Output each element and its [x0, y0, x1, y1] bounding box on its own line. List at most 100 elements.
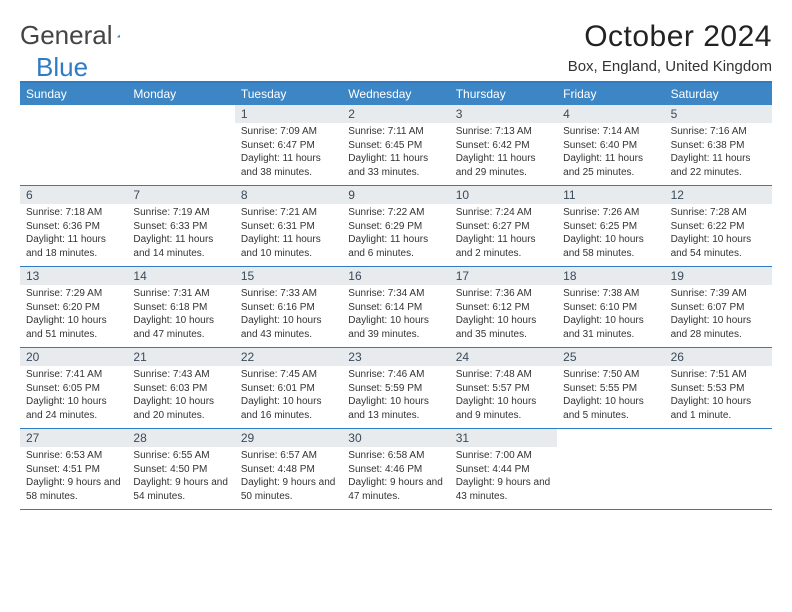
sunset-text: Sunset: 6:01 PM	[241, 382, 336, 396]
daylight-text: Daylight: 10 hours and 5 minutes.	[563, 395, 658, 422]
sunrise-text: Sunrise: 7:00 AM	[456, 449, 551, 463]
daylight-text: Daylight: 11 hours and 18 minutes.	[26, 233, 121, 260]
daylight-text: Daylight: 11 hours and 10 minutes.	[241, 233, 336, 260]
day-number: 29	[235, 429, 342, 447]
day-info: Sunrise: 7:41 AMSunset: 6:05 PMDaylight:…	[20, 368, 127, 422]
day-number: 14	[127, 267, 234, 285]
sunrise-text: Sunrise: 6:55 AM	[133, 449, 228, 463]
sunrise-text: Sunrise: 6:58 AM	[348, 449, 443, 463]
sunrise-text: Sunrise: 7:24 AM	[456, 206, 551, 220]
day-info: Sunrise: 7:00 AMSunset: 4:44 PMDaylight:…	[450, 449, 557, 503]
week-row: 13Sunrise: 7:29 AMSunset: 6:20 PMDayligh…	[20, 267, 772, 348]
day-info: Sunrise: 7:38 AMSunset: 6:10 PMDaylight:…	[557, 287, 664, 341]
logo-triangle-icon	[117, 27, 120, 45]
day-number: 22	[235, 348, 342, 366]
day-info: Sunrise: 7:13 AMSunset: 6:42 PMDaylight:…	[450, 125, 557, 179]
day-cell: 22Sunrise: 7:45 AMSunset: 6:01 PMDayligh…	[235, 348, 342, 428]
day-info: Sunrise: 7:48 AMSunset: 5:57 PMDaylight:…	[450, 368, 557, 422]
sunrise-text: Sunrise: 7:16 AM	[671, 125, 766, 139]
day-cell: 16Sunrise: 7:34 AMSunset: 6:14 PMDayligh…	[342, 267, 449, 347]
sunrise-text: Sunrise: 7:41 AM	[26, 368, 121, 382]
day-number: 15	[235, 267, 342, 285]
sunset-text: Sunset: 6:47 PM	[241, 139, 336, 153]
week-row: 6Sunrise: 7:18 AMSunset: 6:36 PMDaylight…	[20, 186, 772, 267]
sunrise-text: Sunrise: 7:11 AM	[348, 125, 443, 139]
day-info: Sunrise: 7:22 AMSunset: 6:29 PMDaylight:…	[342, 206, 449, 260]
month-title: October 2024	[568, 20, 772, 54]
sunrise-text: Sunrise: 7:18 AM	[26, 206, 121, 220]
daylight-text: Daylight: 10 hours and 1 minute.	[671, 395, 766, 422]
day-cell	[20, 105, 127, 185]
day-cell: 7 Sunrise: 7:19 AMSunset: 6:33 PMDaylight…	[127, 186, 234, 266]
daylight-text: Daylight: 10 hours and 9 minutes.	[456, 395, 551, 422]
daylight-text: Daylight: 10 hours and 54 minutes.	[671, 233, 766, 260]
day-cell: 18Sunrise: 7:38 AMSunset: 6:10 PMDayligh…	[557, 267, 664, 347]
calendar: Sunday Monday Tuesday Wednesday Thursday…	[20, 81, 772, 510]
daylight-text: Daylight: 11 hours and 33 minutes.	[348, 152, 443, 179]
day-info: Sunrise: 7:50 AMSunset: 5:55 PMDaylight:…	[557, 368, 664, 422]
sunrise-text: Sunrise: 7:46 AM	[348, 368, 443, 382]
daylight-text: Daylight: 10 hours and 28 minutes.	[671, 314, 766, 341]
day-cell	[665, 429, 772, 509]
day-info: Sunrise: 7:33 AMSunset: 6:16 PMDaylight:…	[235, 287, 342, 341]
week-row: 1Sunrise: 7:09 AMSunset: 6:47 PMDaylight…	[20, 105, 772, 186]
sunset-text: Sunset: 6:31 PM	[241, 220, 336, 234]
sunrise-text: Sunrise: 7:29 AM	[26, 287, 121, 301]
sunset-text: Sunset: 6:40 PM	[563, 139, 658, 153]
day-number: 21	[127, 348, 234, 366]
day-number: 11	[557, 186, 664, 204]
sunrise-text: Sunrise: 7:22 AM	[348, 206, 443, 220]
day-cell: 2Sunrise: 7:11 AMSunset: 6:45 PMDaylight…	[342, 105, 449, 185]
daylight-text: Daylight: 11 hours and 22 minutes.	[671, 152, 766, 179]
daylight-text: Daylight: 9 hours and 50 minutes.	[241, 476, 336, 503]
day-cell: 26 Sunrise: 7:51 AMSunset: 5:53 PMDayligh…	[665, 348, 772, 428]
day-number: 7	[127, 186, 234, 204]
sunset-text: Sunset: 6:07 PM	[671, 301, 766, 315]
sunrise-text: Sunrise: 7:13 AM	[456, 125, 551, 139]
sunrise-text: Sunrise: 7:45 AM	[241, 368, 336, 382]
day-info: Sunrise: 7:19 AMSunset: 6:33 PMDaylight:…	[127, 206, 234, 260]
day-info: Sunrise: 7:16 AMSunset: 6:38 PMDaylight:…	[665, 125, 772, 179]
day-info: Sunrise: 7:43 AMSunset: 6:03 PMDaylight:…	[127, 368, 234, 422]
sunrise-text: Sunrise: 7:31 AM	[133, 287, 228, 301]
day-cell: 23Sunrise: 7:46 AMSunset: 5:59 PMDayligh…	[342, 348, 449, 428]
day-cell: 29 Sunrise: 6:57 AMSunset: 4:48 PMDayligh…	[235, 429, 342, 509]
daylight-text: Daylight: 11 hours and 6 minutes.	[348, 233, 443, 260]
day-number: 2	[342, 105, 449, 123]
sunset-text: Sunset: 6:42 PM	[456, 139, 551, 153]
sunrise-text: Sunrise: 7:36 AM	[456, 287, 551, 301]
sunset-text: Sunset: 6:05 PM	[26, 382, 121, 396]
sunrise-text: Sunrise: 6:57 AM	[241, 449, 336, 463]
sunset-text: Sunset: 6:22 PM	[671, 220, 766, 234]
day-cell: 15 Sunrise: 7:33 AMSunset: 6:16 PMDayligh…	[235, 267, 342, 347]
day-cell: 5Sunrise: 7:16 AMSunset: 6:38 PMDaylight…	[665, 105, 772, 185]
day-info: Sunrise: 6:57 AMSunset: 4:48 PMDaylight:…	[235, 449, 342, 503]
day-info: Sunrise: 7:26 AMSunset: 6:25 PMDaylight:…	[557, 206, 664, 260]
week-row: 20Sunrise: 7:41 AMSunset: 6:05 PMDayligh…	[20, 348, 772, 429]
day-number: 27	[20, 429, 127, 447]
day-info: Sunrise: 7:51 AMSunset: 5:53 PMDaylight:…	[665, 368, 772, 422]
day-info: Sunrise: 7:21 AMSunset: 6:31 PMDaylight:…	[235, 206, 342, 260]
sunset-text: Sunset: 4:46 PM	[348, 463, 443, 477]
sunset-text: Sunset: 4:50 PM	[133, 463, 228, 477]
daylight-text: Daylight: 10 hours and 58 minutes.	[563, 233, 658, 260]
sunrise-text: Sunrise: 7:50 AM	[563, 368, 658, 382]
day-number: 26	[665, 348, 772, 366]
daylight-text: Daylight: 10 hours and 24 minutes.	[26, 395, 121, 422]
sunrise-text: Sunrise: 7:33 AM	[241, 287, 336, 301]
daylight-text: Daylight: 11 hours and 38 minutes.	[241, 152, 336, 179]
daylight-text: Daylight: 9 hours and 43 minutes.	[456, 476, 551, 503]
logo-text-2-wrap: Blue	[36, 52, 88, 83]
sunset-text: Sunset: 5:57 PM	[456, 382, 551, 396]
dayhead-wed: Wednesday	[342, 83, 449, 105]
day-number: 8	[235, 186, 342, 204]
daylight-text: Daylight: 10 hours and 35 minutes.	[456, 314, 551, 341]
sunset-text: Sunset: 5:55 PM	[563, 382, 658, 396]
day-info: Sunrise: 6:53 AMSunset: 4:51 PMDaylight:…	[20, 449, 127, 503]
daylight-text: Daylight: 10 hours and 39 minutes.	[348, 314, 443, 341]
sunset-text: Sunset: 6:16 PM	[241, 301, 336, 315]
sunset-text: Sunset: 5:53 PM	[671, 382, 766, 396]
sunset-text: Sunset: 6:27 PM	[456, 220, 551, 234]
day-cell: 12Sunrise: 7:28 AMSunset: 6:22 PMDayligh…	[665, 186, 772, 266]
day-info: Sunrise: 7:34 AMSunset: 6:14 PMDaylight:…	[342, 287, 449, 341]
